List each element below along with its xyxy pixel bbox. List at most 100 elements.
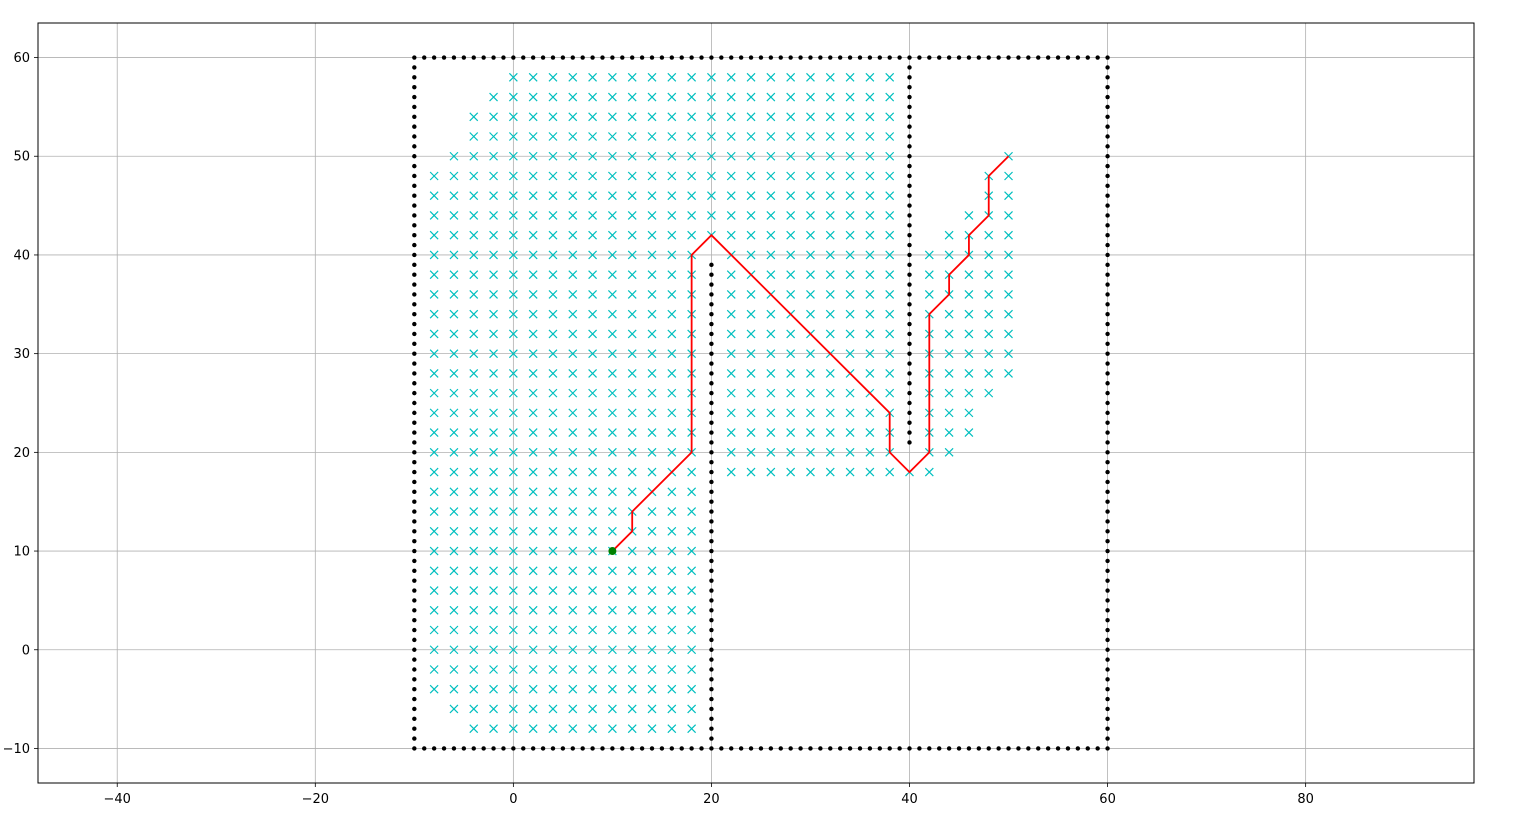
visited-marker	[449, 151, 459, 161]
obstacle-point	[1016, 746, 1021, 751]
obstacle-point	[669, 746, 675, 751]
visited-marker	[885, 467, 895, 477]
obstacle-point	[1105, 479, 1110, 485]
obstacle-point	[828, 746, 833, 751]
visited-marker	[786, 151, 796, 161]
obstacle-point	[857, 55, 863, 60]
visited-marker	[528, 250, 538, 260]
visited-marker	[786, 112, 796, 122]
visited-marker	[984, 230, 994, 240]
y-tick-label: 60	[13, 51, 30, 66]
visited-marker	[1004, 270, 1013, 280]
visited-marker	[845, 151, 855, 161]
visited-marker	[508, 250, 518, 260]
visited-marker	[885, 211, 895, 220]
obstacle-point	[907, 381, 912, 386]
visited-marker	[667, 72, 677, 82]
obstacle-point	[867, 55, 873, 60]
obstacle-point	[412, 203, 417, 208]
visited-marker	[667, 566, 677, 576]
obstacle-point	[412, 400, 417, 406]
visited-marker	[568, 388, 578, 398]
obstacle-point	[709, 568, 714, 573]
visited-marker	[865, 230, 875, 240]
obstacle-point	[1095, 746, 1100, 751]
obstacle-point	[966, 746, 972, 751]
visited-marker	[786, 211, 796, 220]
obstacle-point	[412, 292, 417, 297]
obstacle-point	[1105, 223, 1110, 228]
start-point	[608, 547, 617, 556]
obstacle-point	[412, 538, 417, 544]
visited-marker	[1004, 171, 1013, 181]
visited-marker	[528, 191, 538, 201]
visited-marker	[687, 684, 697, 694]
obstacle-point	[422, 55, 427, 60]
obstacle-point	[412, 578, 417, 583]
visited-marker	[726, 211, 736, 220]
visited-marker	[548, 368, 558, 378]
visited-marker	[726, 309, 736, 319]
obstacle-point	[1105, 104, 1110, 110]
visited-marker	[647, 368, 657, 378]
visited-marker	[944, 349, 954, 359]
visited-marker	[766, 368, 776, 378]
visited-marker	[667, 408, 677, 418]
obstacle-point	[639, 746, 645, 751]
visited-marker	[825, 270, 835, 280]
visited-marker	[568, 724, 578, 734]
visited-marker	[508, 230, 518, 240]
obstacle-point	[412, 430, 417, 435]
visited-marker	[647, 724, 657, 734]
visited-marker	[489, 191, 498, 201]
obstacle-point	[1105, 627, 1110, 633]
x-tick-label: 60	[1099, 792, 1116, 807]
visited-marker	[726, 428, 736, 438]
obstacle-point	[511, 55, 516, 60]
obstacle-point	[412, 647, 417, 652]
visited-marker	[647, 526, 657, 536]
visited-marker	[489, 546, 498, 556]
obstacle-point	[907, 84, 912, 90]
visited-marker	[944, 329, 954, 339]
visited-marker	[469, 428, 479, 438]
visited-marker	[528, 388, 538, 398]
visited-marker	[508, 566, 518, 576]
visited-marker	[588, 368, 598, 378]
y-tick-label: 30	[13, 347, 30, 362]
visited-marker	[588, 230, 598, 240]
visited-marker	[508, 132, 518, 141]
visited-marker	[607, 487, 617, 497]
obstacle-point	[1105, 292, 1110, 297]
visited-marker	[588, 151, 598, 161]
visited-marker	[627, 724, 637, 734]
visited-marker	[489, 151, 498, 161]
visited-marker	[786, 428, 796, 438]
visited-marker	[746, 132, 756, 141]
visited-marker	[1004, 230, 1013, 240]
obstacle-point	[412, 637, 417, 643]
obstacle-point	[709, 538, 714, 544]
visited-marker	[469, 132, 479, 141]
visited-marker	[865, 467, 875, 477]
obstacle-point	[441, 55, 447, 60]
visited-marker	[806, 151, 815, 161]
visited-marker	[607, 447, 617, 457]
obstacle-point	[1105, 381, 1110, 386]
obstacle-point	[600, 746, 605, 751]
visited-marker	[707, 72, 716, 82]
visited-marker	[548, 428, 558, 438]
visited-marker	[885, 112, 895, 122]
obstacle-point	[1036, 746, 1041, 751]
obstacle-point	[412, 361, 417, 366]
visited-marker	[845, 428, 855, 438]
obstacle-point	[610, 746, 615, 751]
obstacle-point	[907, 144, 912, 149]
visited-marker	[766, 191, 776, 201]
obstacle-point	[709, 588, 714, 593]
visited-marker	[548, 605, 558, 615]
visited-marker	[449, 171, 459, 181]
obstacle-point	[1105, 321, 1110, 327]
visited-marker	[1004, 211, 1013, 220]
obstacle-point	[1095, 55, 1100, 60]
